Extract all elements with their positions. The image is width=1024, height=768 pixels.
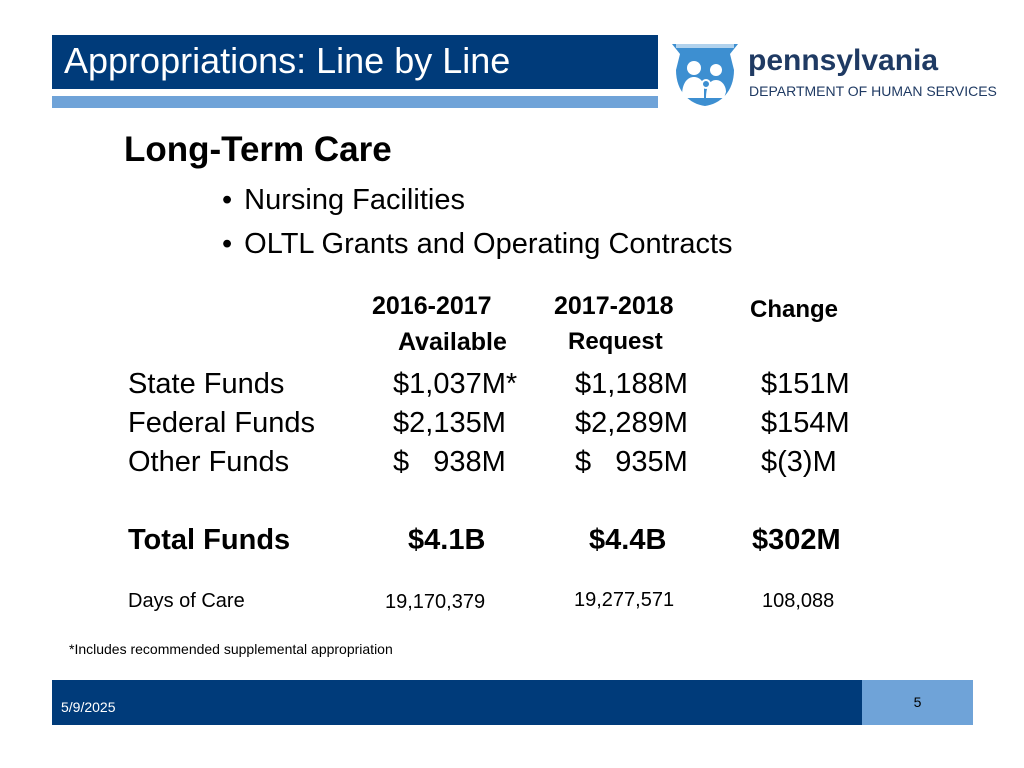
page-number: 5 (913, 694, 922, 710)
cell-other-change: $(3)M (761, 446, 837, 478)
bullet-item: • Nursing Facilities (222, 184, 465, 217)
cell-state-request: $1,188M (575, 368, 688, 400)
page-number-box: 5 (862, 680, 973, 725)
column-header-change: Change (750, 296, 839, 323)
title-bar: Appropriations: Line by Line (52, 35, 658, 89)
row-label-federal-funds: Federal Funds (128, 407, 315, 439)
cell-total-change: $302M (752, 524, 841, 556)
title-accent-stripe (52, 96, 658, 108)
cell-other-request: $ 935M (575, 446, 688, 478)
footnote: *Includes recommended supplemental appro… (69, 641, 393, 657)
footer-date: 5/9/2025 (61, 699, 116, 715)
column-subheader-available: Available (398, 328, 507, 356)
slide-title: Appropriations: Line by Line (64, 40, 511, 81)
cell-days-available: 19,170,379 (385, 591, 486, 613)
cell-state-change: $151M (761, 368, 850, 400)
bullet-text: OLTL Grants and Operating Contracts (244, 228, 733, 260)
logo-wordmark: pennsylvania (748, 44, 939, 77)
bullet-text: Nursing Facilities (244, 184, 465, 216)
section-heading: Long-Term Care (124, 130, 392, 169)
cell-total-available: $4.1B (408, 524, 486, 556)
keystone-family-icon (672, 44, 738, 106)
cell-federal-request: $2,289M (575, 407, 688, 439)
row-label-state-funds: State Funds (128, 368, 285, 400)
cell-federal-change: $154M (761, 407, 850, 439)
column-subheader-request: Request (568, 328, 663, 355)
column-header-2016-2017: 2016-2017 (372, 292, 492, 320)
bullet-item: • OLTL Grants and Operating Contracts (222, 228, 733, 261)
bullet-dot: • (222, 184, 233, 216)
cell-total-request: $4.4B (589, 524, 667, 556)
footer-bar: 5/9/2025 (52, 680, 862, 725)
column-header-2017-2018: 2017-2018 (554, 292, 674, 320)
row-label-other-funds: Other Funds (128, 446, 290, 478)
row-label-total-funds: Total Funds (128, 524, 291, 556)
cell-state-available: $1,037M* (393, 368, 518, 400)
cell-other-available: $ 938M (393, 446, 506, 478)
cell-days-change: 108,088 (762, 590, 835, 612)
cell-days-request: 19,277,571 (574, 589, 675, 611)
dhs-logo: pennsylvania DEPARTMENT OF HUMAN SERVICE… (668, 38, 1008, 110)
cell-federal-available: $2,135M (393, 407, 506, 439)
logo-department: DEPARTMENT OF HUMAN SERVICES (749, 83, 997, 99)
row-label-days-of-care: Days of Care (128, 590, 245, 612)
bullet-dot: • (222, 228, 233, 260)
